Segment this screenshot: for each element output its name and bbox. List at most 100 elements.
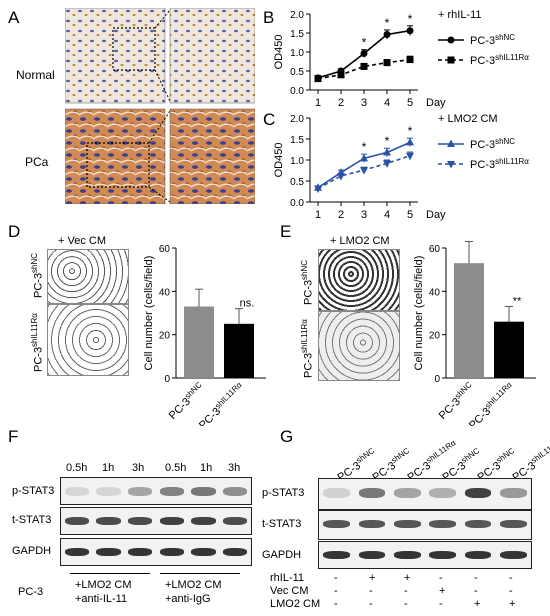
blot-band bbox=[223, 487, 248, 496]
y-tick-label: 60 bbox=[429, 244, 441, 255]
blot-band bbox=[464, 520, 492, 528]
blot-band bbox=[96, 548, 121, 556]
g-treatment-mark: - bbox=[334, 572, 338, 584]
d-image-shil11ra bbox=[47, 304, 129, 376]
y-tick-label: 40 bbox=[429, 287, 441, 298]
blot-band bbox=[159, 487, 184, 496]
blot-band bbox=[358, 520, 386, 528]
y-tick-label: 60 bbox=[159, 244, 171, 255]
blot-band bbox=[393, 551, 421, 559]
f-timepoints: 0.5h 1h 3h 0.5h 1h 3h bbox=[60, 462, 250, 476]
g-treatment-mark: + bbox=[509, 598, 516, 610]
x-axis-label: Day bbox=[426, 209, 446, 221]
row-label-pca: PCa bbox=[25, 155, 49, 169]
x-tick-label: PC-3shIL11Rα bbox=[196, 380, 248, 426]
panel-letter-g: G bbox=[280, 427, 294, 446]
x-tick-label: PC-3shNC bbox=[435, 380, 477, 422]
data-point bbox=[383, 160, 391, 168]
data-point bbox=[406, 56, 414, 64]
data-point bbox=[360, 153, 368, 162]
chart-d-vec-cm: 0 20 40 60 Cell number (cells/field) PC-3shNC… bbox=[143, 244, 266, 426]
y-tick-label: 20 bbox=[429, 331, 441, 342]
blot-band bbox=[464, 488, 492, 498]
y-axis-label: OD450 bbox=[273, 143, 285, 178]
chart-e-lmo2-cm: 0 20 40 60 Cell number (cells/field) PC-3shNC… bbox=[413, 241, 536, 426]
data-point bbox=[406, 137, 414, 146]
e-image-label-shnc: PC-3shNC bbox=[300, 259, 315, 305]
blot-band bbox=[64, 517, 89, 525]
significance-mark: * bbox=[362, 36, 367, 50]
g-treatment-mark: - bbox=[509, 572, 513, 584]
g-blot-gapdh bbox=[318, 541, 532, 569]
g-treatment-mark: - bbox=[334, 585, 338, 597]
x-tick-label: 2 bbox=[338, 97, 344, 109]
blot-band bbox=[128, 487, 153, 496]
data-point bbox=[406, 152, 414, 161]
data-point bbox=[314, 75, 322, 83]
g-blot-pstat3 bbox=[318, 478, 532, 510]
g-treatment-mark: - bbox=[474, 572, 478, 584]
f-time-6: 3h bbox=[228, 462, 241, 474]
blot-band bbox=[191, 487, 216, 496]
data-point bbox=[314, 185, 322, 194]
x-tick-label: 4 bbox=[384, 97, 390, 109]
g-treatment-mark: - bbox=[369, 585, 373, 597]
x-tick-label: 1 bbox=[315, 97, 321, 109]
f-cell-label: PC-3 bbox=[18, 586, 44, 598]
y-tick-label: 0 bbox=[164, 374, 170, 385]
blot-band bbox=[64, 548, 89, 556]
blot-band bbox=[191, 517, 216, 525]
f-blot-gapdh bbox=[60, 538, 252, 566]
blot-band bbox=[96, 517, 121, 525]
panel-letter-a: A bbox=[8, 8, 20, 27]
y-tick-label: 40 bbox=[159, 287, 171, 298]
series-line-1 bbox=[317, 58, 411, 80]
legend-label: PC-3shNC bbox=[470, 137, 515, 151]
g-blot-tstat3 bbox=[318, 510, 532, 540]
significance-mark: * bbox=[362, 140, 367, 154]
chart-c-growth-lmo2: 0.0 0.5 1.0 1.5 2.0 1 2 3 4 5 Day OD450 * * * + LMO2 CM… bbox=[273, 113, 529, 221]
bar bbox=[494, 321, 524, 378]
x-tick-label: 4 bbox=[384, 209, 390, 221]
x-tick-label: 5 bbox=[407, 209, 413, 221]
blot-band bbox=[159, 548, 184, 556]
significance-mark: ns. bbox=[240, 298, 255, 310]
y-tick-label: 0.5 bbox=[290, 67, 304, 78]
g-treatment-label: Vec CM bbox=[270, 585, 309, 597]
blot-band bbox=[393, 520, 421, 528]
g-treatment-mark: - bbox=[439, 598, 443, 610]
f-group2-label: +LMO2 CM +anti-IgG bbox=[165, 579, 222, 605]
y-tick-label: 2.0 bbox=[290, 10, 304, 21]
e-image-shnc bbox=[318, 249, 400, 311]
bar bbox=[184, 306, 214, 378]
data-point bbox=[337, 71, 345, 79]
blot-band bbox=[128, 548, 153, 556]
significance-mark: * bbox=[385, 134, 390, 148]
pca-tissue-zoom bbox=[169, 108, 255, 204]
blot-band bbox=[64, 487, 89, 496]
data-point bbox=[383, 31, 391, 39]
normal-tissue-zoom bbox=[169, 8, 255, 104]
panel-letter-c: C bbox=[263, 110, 276, 129]
blot-band bbox=[323, 520, 351, 528]
data-point bbox=[360, 50, 368, 58]
panel-letter-d: D bbox=[8, 222, 21, 241]
e-image-shil11ra bbox=[318, 311, 400, 381]
blot-band bbox=[323, 488, 351, 498]
chart-title: + rhIL-11 bbox=[438, 9, 482, 21]
f-time-2: 1h bbox=[102, 462, 115, 474]
y-tick-label: 1.5 bbox=[290, 29, 304, 40]
blot-band bbox=[499, 488, 527, 498]
row-label-normal: Normal bbox=[16, 68, 55, 82]
data-point bbox=[337, 172, 345, 181]
f-blot-tstat3 bbox=[60, 507, 252, 535]
blot-band bbox=[323, 551, 351, 559]
blot-band bbox=[499, 520, 527, 528]
g-treatment-table: rhIL-11- + + - - - Vec CM - - - + - - LMO2 CM - - - - + + bbox=[270, 572, 540, 616]
blot-band bbox=[223, 517, 248, 525]
g-treatment-mark: + bbox=[439, 585, 446, 597]
legend-label: PC-3shNC bbox=[470, 33, 515, 47]
x-tick-label: PC-3shNC bbox=[165, 380, 207, 422]
f-row-label-pstat3: p-STAT3 bbox=[12, 485, 55, 497]
g-treatment-mark: - bbox=[439, 572, 443, 584]
